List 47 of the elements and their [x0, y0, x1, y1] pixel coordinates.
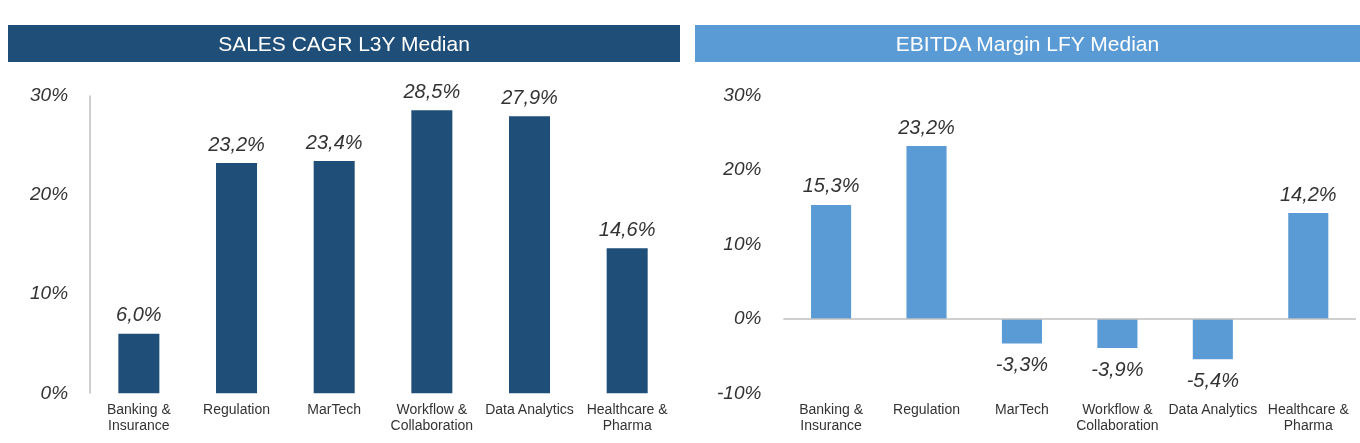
chart-title: SALES CAGR L3Y Median	[8, 25, 680, 62]
y-tick-label: 10%	[723, 232, 762, 254]
x-tick-label: Banking & Insurance	[106, 400, 172, 434]
data-label: -3,9%	[1091, 357, 1144, 380]
y-tick-label: 30%	[723, 83, 762, 105]
bar	[811, 204, 852, 319]
bar	[1097, 318, 1138, 348]
x-tick-label: Healthcare & Pharma	[1267, 400, 1350, 434]
data-label: 23,2%	[207, 132, 265, 155]
chart-title: EBITDA Margin LFY Median	[695, 25, 1360, 62]
data-label: 28,5%	[402, 79, 461, 102]
data-label: 23,4%	[304, 130, 363, 153]
bar	[1001, 318, 1042, 344]
bar	[216, 162, 258, 394]
x-tick-label: Regulation	[203, 400, 270, 417]
data-label: 6,0%	[116, 303, 162, 326]
y-tick-label: 0%	[40, 381, 69, 403]
data-label: 15,3%	[802, 174, 860, 197]
bar	[509, 116, 551, 394]
data-label: -3,3%	[995, 353, 1049, 376]
y-tick-label: 30%	[30, 83, 69, 105]
bar	[1288, 213, 1329, 319]
data-label: -5,4%	[1186, 368, 1239, 391]
x-tick-label: Workflow & Collaboration	[1076, 400, 1159, 434]
bar	[1192, 318, 1233, 360]
y-tick-label: 20%	[722, 158, 762, 180]
y-tick-label: -10%	[717, 381, 762, 403]
bar	[313, 160, 355, 394]
x-tick-label: Healthcare & Pharma	[586, 400, 669, 434]
x-tick-label: MarTech	[995, 400, 1049, 417]
x-tick-label: Banking & Insurance	[799, 400, 864, 434]
y-tick-label: 10%	[30, 282, 69, 304]
bar	[606, 248, 648, 394]
x-tick-label: MarTech	[307, 400, 362, 417]
bar	[411, 110, 453, 394]
y-tick-label: 0%	[733, 307, 762, 329]
data-label: 14,6%	[598, 217, 656, 240]
bar	[906, 146, 947, 319]
x-tick-label: Data Analytics	[485, 400, 574, 417]
y-tick-label: 20%	[29, 183, 69, 205]
data-label: 27,9%	[500, 85, 558, 108]
x-tick-label: Data Analytics	[1168, 400, 1258, 417]
x-tick-label: Regulation	[893, 400, 960, 417]
x-tick-label: Workflow & Collaboration	[390, 400, 474, 434]
bar	[118, 333, 160, 394]
data-label: 23,2%	[897, 115, 955, 138]
data-label: 14,2%	[1279, 182, 1337, 205]
